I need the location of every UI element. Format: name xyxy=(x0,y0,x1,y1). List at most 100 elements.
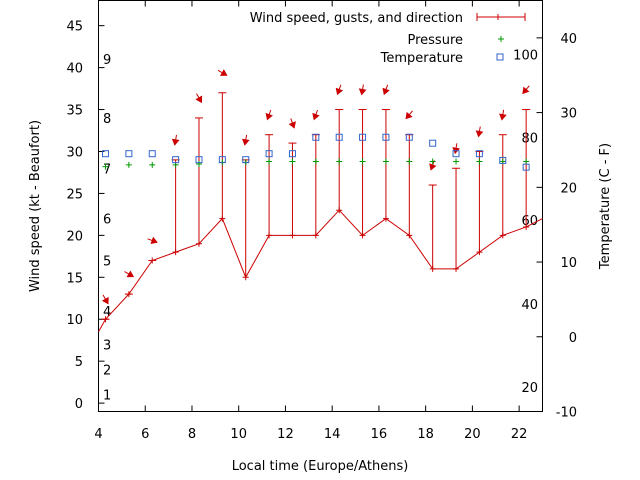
pressure-point xyxy=(312,158,319,165)
temperature-point xyxy=(288,150,296,158)
y-tick-label: 35 xyxy=(66,104,83,119)
wind-speed-line xyxy=(98,209,543,333)
fahrenheit-labels: 20 40 60 80 100 xyxy=(513,48,538,396)
y2-tick-label: 0 xyxy=(569,331,577,346)
wind-speed-point xyxy=(453,265,460,272)
wind-speed-point xyxy=(266,232,273,239)
wind-direction-arrows xyxy=(101,69,530,305)
x-tick-label: 14 xyxy=(324,427,341,442)
pressure-point xyxy=(289,158,296,165)
wind-speed-point xyxy=(406,232,413,239)
temperature-point xyxy=(218,156,226,164)
pressure-point xyxy=(266,158,273,165)
wind-speed-point xyxy=(149,257,156,264)
wind-arrow-head xyxy=(265,112,273,121)
wind-speed-point xyxy=(195,240,202,247)
temperature-point xyxy=(125,150,133,158)
pressure-point xyxy=(406,158,413,165)
pressure-point xyxy=(336,158,343,165)
beaufort-labels: 1 2 3 4 5 6 7 8 9 xyxy=(103,53,111,404)
wind-speed-point xyxy=(523,223,530,230)
temperature-point xyxy=(499,156,507,164)
wind-speed-point xyxy=(125,291,132,298)
fahrenheit-label: 80 xyxy=(521,131,538,146)
beaufort-label: 9 xyxy=(103,53,111,68)
beaufort-label: 1 xyxy=(103,389,111,404)
x-axis-label: Local time (Europe/Athens) xyxy=(232,459,409,474)
wind-arrow-head xyxy=(126,270,135,278)
x-tick-label: 4 xyxy=(94,427,102,442)
y-tick-label: 5 xyxy=(75,355,83,370)
x-axis: 4 6 8 10 12 14 16 18 20 22 xyxy=(94,0,528,442)
wind-speed-point xyxy=(242,274,249,281)
fahrenheit-label: 20 xyxy=(521,381,538,396)
fahrenheit-label: 40 xyxy=(521,298,538,313)
legend: Wind speed, gusts, and direction Pressure… xyxy=(250,11,526,66)
pressure-point xyxy=(382,158,389,165)
temperature-point xyxy=(359,133,367,141)
wind-speed-point xyxy=(382,215,389,222)
wind-speed-point xyxy=(219,215,226,222)
beaufort-label: 6 xyxy=(103,213,111,228)
y-tick-label: 10 xyxy=(66,313,83,328)
temperature-point xyxy=(312,133,320,141)
y2-tick-label: -10 xyxy=(556,406,577,421)
temperature-point xyxy=(429,139,437,147)
y2-tick-label: 20 xyxy=(560,181,577,196)
wind-speed-point xyxy=(336,207,343,214)
wind-arrow-head xyxy=(241,138,250,146)
legend-label: Pressure xyxy=(407,33,463,48)
beaufort-label: 5 xyxy=(103,255,111,270)
wind-arrow-head xyxy=(382,87,390,96)
pressure-point xyxy=(195,161,202,168)
plot-frame xyxy=(98,0,543,412)
wind-arrow-head xyxy=(288,121,296,129)
wind-speed-point xyxy=(289,232,296,239)
temperature-point xyxy=(475,150,483,158)
pressure-point xyxy=(476,158,483,165)
y2-axis: -10 0 10 20 30 40 xyxy=(536,32,577,421)
legend-label: Wind speed, gusts, and direction xyxy=(250,11,463,26)
y-tick-label: 25 xyxy=(66,187,83,202)
wind-speed-point xyxy=(359,232,366,239)
beaufort-label: 4 xyxy=(103,305,111,320)
y-tick-label: 15 xyxy=(66,271,83,286)
y2-tick-label: 40 xyxy=(560,32,577,47)
x-tick-label: 10 xyxy=(230,427,247,442)
y-tick-label: 20 xyxy=(66,229,83,244)
beaufort-label: 8 xyxy=(103,112,111,127)
x-tick-label: 16 xyxy=(371,427,388,442)
wind-arrow-head xyxy=(101,296,109,305)
fahrenheit-label: 100 xyxy=(513,48,538,63)
x-tick-label: 18 xyxy=(417,427,434,442)
temperature-point xyxy=(172,156,180,164)
x-tick-label: 8 xyxy=(188,427,196,442)
wind-speed-point xyxy=(476,249,483,256)
wind-speed-point xyxy=(102,316,109,323)
gust-bars xyxy=(101,92,531,320)
wind-speed-point xyxy=(172,249,179,256)
temperature-point xyxy=(242,156,250,164)
x-tick-label: 6 xyxy=(141,427,149,442)
wind-arrow-head xyxy=(335,87,344,96)
y-tick-label: 40 xyxy=(66,62,83,77)
wind-arrow-head xyxy=(171,138,180,146)
temperature-point xyxy=(265,150,273,158)
y2-axis-label: Temperature (C - F) xyxy=(598,143,613,270)
x-tick-label: 12 xyxy=(277,427,294,442)
legend-label: Temperature xyxy=(380,51,463,66)
temperature-point xyxy=(148,150,156,158)
pressure-point xyxy=(149,161,156,168)
x-tick-label: 22 xyxy=(511,427,528,442)
wind-arrow-head xyxy=(475,130,484,138)
wind-arrow-head xyxy=(358,88,367,96)
pressure-point xyxy=(429,158,436,165)
y-axis-label: Wind speed (kt - Beaufort) xyxy=(28,120,43,292)
wind-arrow-head xyxy=(429,163,437,171)
y-tick-label: 30 xyxy=(66,145,83,160)
temperature-point xyxy=(335,133,343,141)
pressure-point xyxy=(359,158,366,165)
wind-arrow-head xyxy=(195,95,203,104)
temperature-point xyxy=(382,133,390,141)
pressure-point xyxy=(125,161,132,168)
